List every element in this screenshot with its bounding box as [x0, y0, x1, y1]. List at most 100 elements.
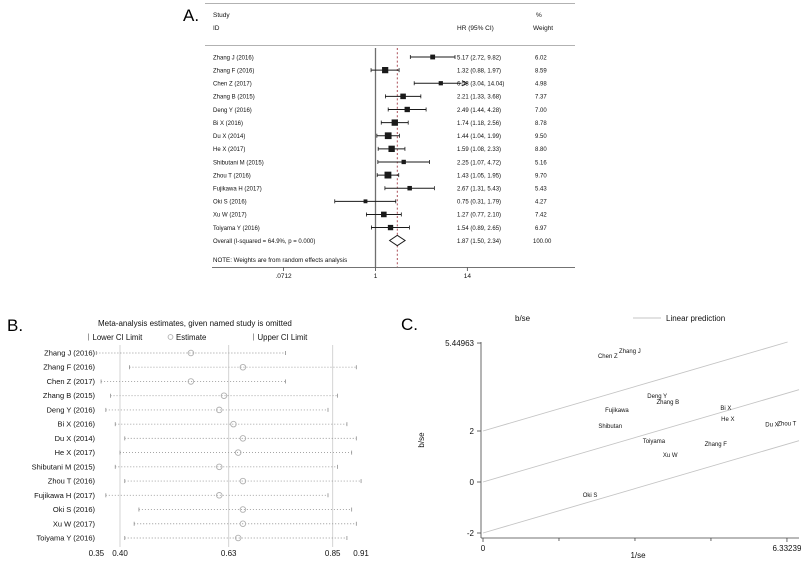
linear-prediction-line — [482, 440, 800, 534]
ci-clipped-arrow-icon — [461, 80, 469, 87]
study-label: Zhang F (2016) — [213, 68, 254, 74]
linear-prediction-line — [482, 341, 788, 432]
weight-value: 5.16 — [535, 160, 547, 166]
study-point-label: Du X — [765, 423, 778, 429]
omitted-study-label: Chen Z (2017) — [47, 377, 96, 386]
x-axis-tick-label: 1 — [374, 273, 378, 280]
study-point-label: He X — [721, 417, 734, 423]
weight-value: 7.37 — [535, 95, 547, 101]
study-label: Du X (2014) — [213, 134, 245, 140]
omitted-study-label: Shibutani M (2015) — [32, 462, 96, 471]
hr-ci-value: 1.27 (0.77, 2.10) — [457, 213, 501, 219]
forest-rows: Zhang J (2016) 5.17 (2.72, 9.82) 6.02 Zhang… — [213, 48, 552, 280]
study-label: Toiyama Y (2016) — [213, 226, 260, 232]
effect-marker — [400, 93, 406, 100]
effect-marker — [384, 171, 392, 179]
sensitivity-panel: B. Meta-analysis estimates, given named … — [7, 316, 369, 558]
hr-ci-value: 1.32 (0.88, 1.97) — [457, 68, 501, 74]
galbraith-panel: C. b/se Linear prediction 1/se b/se 5.44… — [401, 314, 801, 560]
estimate-circle — [220, 392, 228, 399]
estimate-legend-icon — [167, 334, 174, 340]
estimate-circle — [239, 506, 247, 513]
col-header-study: Study — [213, 12, 230, 19]
effect-marker — [404, 106, 410, 113]
panel-b-letter: B. — [7, 316, 23, 335]
effect-marker — [407, 185, 412, 191]
hr-ci-value: 2.67 (1.31, 5.43) — [457, 187, 501, 193]
weight-value: 7.00 — [535, 108, 547, 114]
panel-a-letter: A. — [183, 6, 199, 25]
effect-marker — [382, 67, 389, 74]
weight-value: 4.98 — [535, 82, 547, 88]
weight-value: 9.50 — [535, 134, 547, 140]
effect-marker — [401, 159, 406, 165]
omitted-study-label: Zhang J (2016) — [44, 349, 95, 358]
omitted-study-label: Zhou T (2016) — [48, 477, 96, 486]
hr-ci-value: 2.21 (1.33, 3.68) — [457, 95, 501, 101]
omitted-study-label: Xu W (2017) — [53, 519, 96, 528]
estimate-circle — [216, 406, 223, 414]
weight-value: 8.59 — [535, 68, 547, 74]
x-axis-tick-label: 0.91 — [353, 549, 369, 558]
study-point-label: Fujikawa — [605, 408, 629, 414]
panel-c-letter: C. — [401, 315, 418, 334]
overall-hr-ci-value: 1.87 (1.50, 2.34) — [457, 239, 501, 245]
study-point-label: Oki S — [583, 493, 598, 499]
legend-linear-prediction-label: Linear prediction — [666, 314, 725, 323]
hr-ci-value: 1.43 (1.05, 1.95) — [457, 173, 501, 179]
weight-value: 8.78 — [535, 121, 547, 127]
galbraith-title: b/se — [515, 314, 531, 323]
study-label: Deng Y (2016) — [213, 108, 252, 114]
overall-weight-value: 100.00 — [533, 239, 552, 245]
effect-marker — [430, 54, 436, 60]
estimate-circle — [230, 420, 237, 428]
col-header-id: ID — [213, 25, 220, 32]
study-point-label: Xu W — [663, 453, 678, 459]
linear-prediction-line — [482, 389, 800, 483]
effect-marker — [387, 224, 394, 231]
estimate-circle — [216, 492, 223, 499]
effect-marker — [438, 81, 443, 86]
sensitivity-rows: Zhang J (2016) Zhang F (2016) Chen Z (2017… — [32, 345, 369, 558]
overall-diamond — [388, 234, 406, 247]
omitted-study-label: Fujikawa H (2017) — [34, 491, 95, 500]
estimate-circle — [187, 349, 195, 357]
col-header-percent: % — [536, 12, 542, 19]
weight-value: 7.42 — [535, 213, 547, 219]
estimate-circle — [239, 520, 247, 528]
estimate-circle — [239, 435, 247, 442]
x-axis-tick-label: 6.33239 — [772, 544, 801, 553]
y-axis-tick-label: 5.44963 — [445, 339, 474, 348]
study-label: Oki S (2016) — [213, 200, 247, 206]
omitted-study-label: Deng Y (2016) — [46, 405, 95, 414]
forest-plot-panel: A. Study ID HR (95% CI) % Weight NOTE: W… — [183, 3, 575, 280]
y-axis-tick-label: -2 — [467, 529, 475, 538]
weight-value: 8.80 — [535, 147, 547, 153]
omitted-study-label: Toiyama Y (2016) — [36, 533, 95, 542]
omitted-study-label: Oki S (2016) — [53, 505, 96, 514]
effect-marker — [391, 119, 398, 126]
hr-ci-value: 6.53 (3.04, 14.04) — [457, 82, 504, 88]
study-point-label: Zhou T — [777, 421, 796, 427]
estimate-circle — [239, 477, 247, 485]
study-label: Chen Z (2017) — [213, 82, 252, 88]
study-point-label: Bi X — [720, 406, 731, 412]
omitted-study-label: Bi X (2016) — [57, 420, 95, 429]
x-axis-tick-label: 0 — [481, 544, 486, 553]
x-axis-tick-label: .0712 — [275, 273, 292, 280]
estimate-circle — [234, 534, 242, 542]
effect-marker — [384, 132, 392, 140]
galbraith-x-axis-title: 1/se — [630, 551, 646, 560]
study-label: Xu W (2017) — [213, 213, 247, 219]
study-point-label: Chen Z — [598, 354, 618, 360]
x-axis-tick-label: 0.85 — [325, 549, 341, 558]
study-point-label: Zhang B — [656, 400, 679, 406]
legend-upper-label: Upper CI Limit — [258, 333, 309, 342]
overall-label: Overall (I-squared = 64.9%, p = 0.000) — [213, 239, 315, 245]
hr-ci-value: 5.17 (2.72, 9.82) — [457, 55, 501, 61]
omitted-study-label: Zhang F (2016) — [43, 363, 95, 372]
study-label: He X (2017) — [213, 147, 245, 153]
x-axis-tick-label: 14 — [464, 273, 472, 280]
